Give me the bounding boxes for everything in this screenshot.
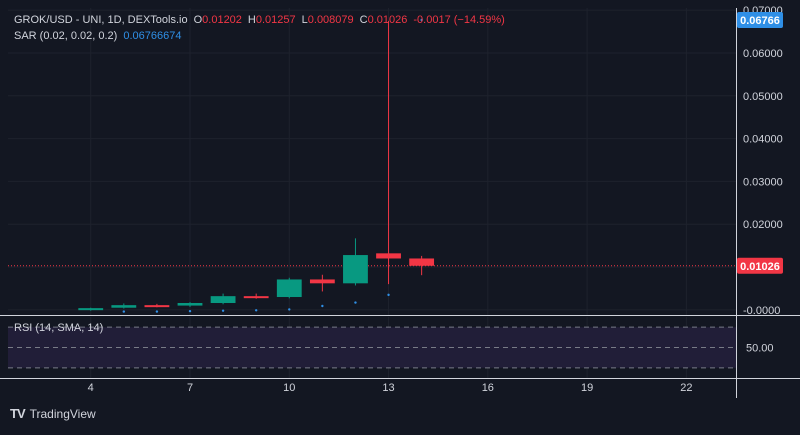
sar-dot (387, 293, 390, 297)
close-value: C0.01026 (359, 14, 408, 26)
sar-dot (221, 309, 225, 312)
price-tick-label: 0.06000 (743, 48, 783, 60)
price-tick-label: -0.0000 (743, 305, 780, 317)
last-price-badge (737, 257, 783, 274)
time-tick-label: 22 (680, 382, 692, 394)
tradingview-icon: TV (10, 406, 26, 421)
candle-body (409, 258, 435, 266)
rsi-legend: RSI (14, SMA, 14) (14, 322, 104, 334)
sar-dot (420, 18, 423, 22)
sar-dot (254, 309, 258, 312)
change-value: -0.0017 (−14.59%) (413, 14, 505, 26)
symbol-title: GROK/USD - UNI, 1D, DEXTools.io (14, 14, 188, 26)
time-tick-label: 4 (88, 382, 94, 394)
sar-dot (155, 310, 159, 313)
time-tick-label: 16 (482, 382, 494, 394)
time-tick-label: 19 (581, 382, 593, 394)
candle-body (144, 305, 170, 308)
sar-dot (288, 308, 291, 311)
low-value: L0.008079 (301, 14, 354, 26)
candle-body (343, 255, 368, 284)
rsi-tick-label: 50.00 (746, 343, 774, 355)
ohlc-legend: GROK/USD - UNI, 1D, DEXTools.io O0.01202… (14, 14, 505, 26)
price-tick-label: 0.02000 (743, 219, 783, 231)
sar-name: SAR (0.02, 0.02, 0.2) (14, 30, 118, 42)
time-tick-label: 13 (382, 382, 394, 394)
price-tick-label: 0.04000 (743, 134, 783, 146)
candle-body (243, 296, 269, 299)
sar-legend: SAR (0.02, 0.02, 0.2) 0.06766674 (14, 30, 181, 42)
high-value: H0.01257 (247, 14, 296, 26)
sar-dot (122, 310, 126, 313)
open-value: O0.01202 (193, 14, 242, 26)
brand-name: TradingView (29, 406, 96, 421)
candle-body (111, 305, 137, 308)
last-price-label: 0.01026 (740, 261, 780, 273)
price-tick-label: 0.05000 (743, 91, 783, 103)
sar-dot (354, 301, 357, 304)
sar-price-label: 0.06766 (740, 15, 780, 27)
candle-body (309, 279, 335, 284)
candle-body (210, 296, 236, 304)
price-tick-label: 0.03000 (743, 176, 783, 188)
candle-body (376, 253, 401, 259)
sar-dot (321, 304, 324, 308)
sar-dot (188, 309, 192, 313)
time-tick-label: 7 (187, 382, 193, 394)
candle-body (78, 308, 104, 311)
sar-price-badge (737, 11, 783, 28)
time-tick-label: 10 (283, 382, 295, 394)
candle-body (177, 303, 203, 306)
sar-value: 0.06766674 (123, 30, 182, 42)
candle-body (276, 279, 302, 298)
tradingview-logo[interactable]: TV TradingView (10, 406, 96, 421)
